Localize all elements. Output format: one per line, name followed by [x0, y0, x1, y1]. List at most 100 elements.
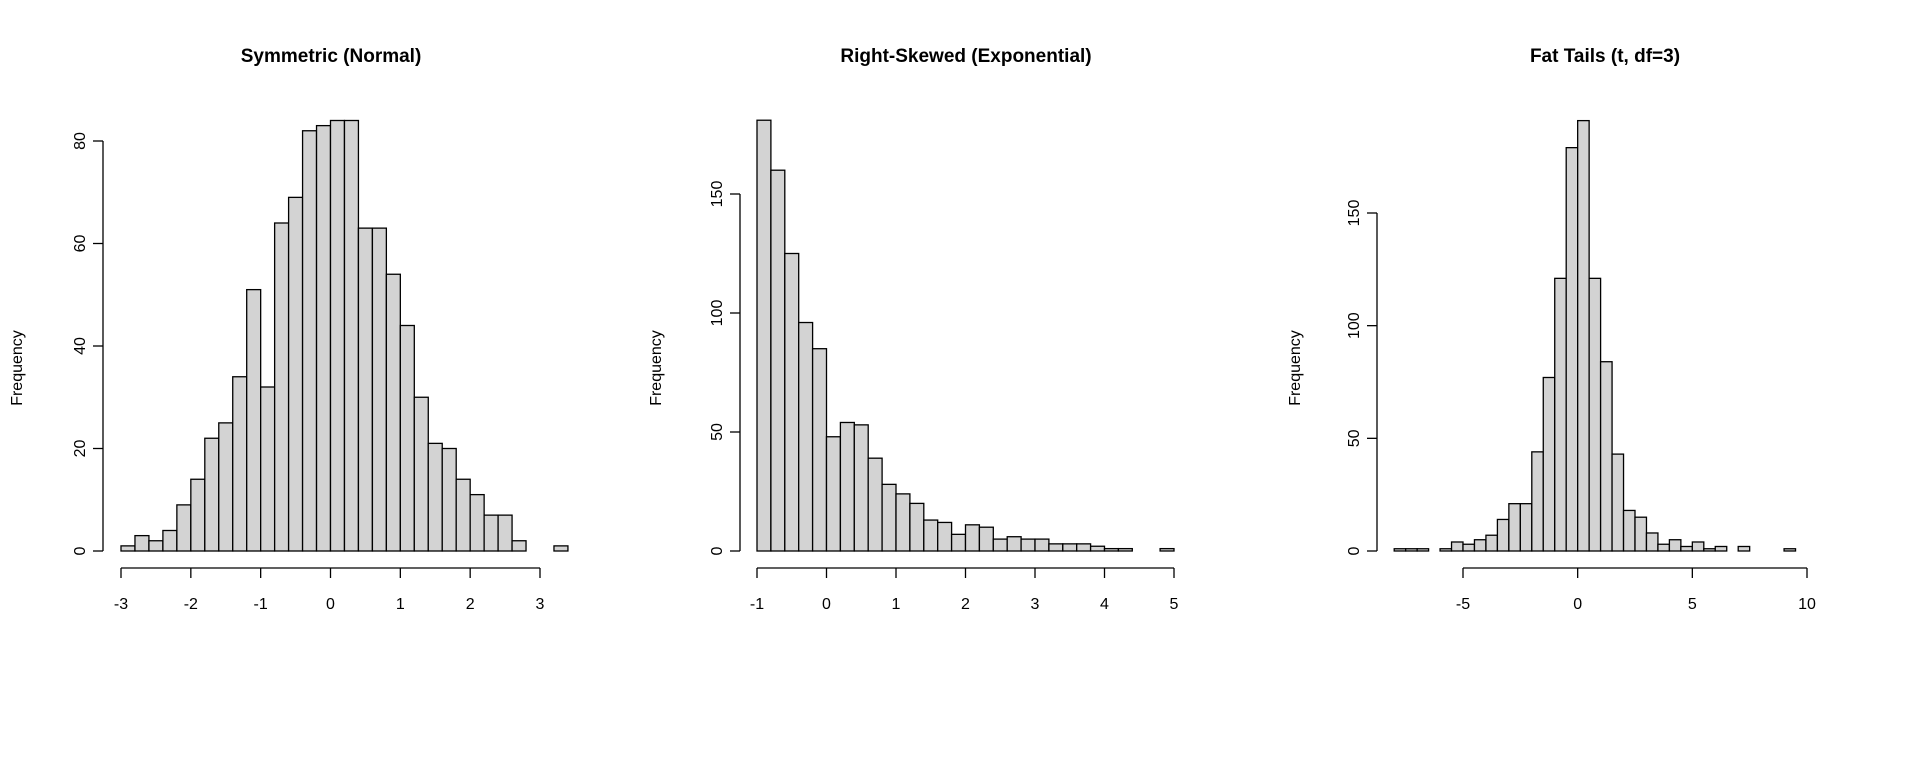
- histogram-bar: [1508, 503, 1521, 552]
- histogram-bar: [1577, 119, 1590, 552]
- y-tick-label: 50: [709, 423, 726, 441]
- histogram-bar: [992, 538, 1008, 552]
- histogram-bar: [134, 534, 150, 552]
- histogram-bar: [273, 222, 290, 552]
- histogram-bar: [1496, 518, 1510, 552]
- histogram-bar: [483, 514, 499, 552]
- x-tick-label: 5: [1688, 596, 1697, 613]
- histogram-bar: [427, 442, 443, 552]
- x-tick-label: 2: [466, 596, 475, 613]
- x-tick-label: 2: [961, 596, 970, 613]
- panel-t-distribution: Fat Tails (t, df=3) Frequency -5 0 5 100501…: [1287, 46, 1816, 613]
- histogram-bar: [1089, 545, 1106, 552]
- histogram-bar: [1703, 548, 1716, 552]
- histogram-bar: [1588, 277, 1602, 552]
- y-axis-label: Frequency: [1287, 330, 1304, 406]
- x-tick-label: 3: [536, 596, 545, 613]
- histogram-bar: [385, 273, 401, 552]
- y-tick-label: 20: [72, 440, 89, 458]
- histogram-bar: [413, 396, 429, 552]
- histogram-bar: [1680, 545, 1693, 552]
- chart-title: Symmetric (Normal): [241, 46, 422, 67]
- histogram-bar: [315, 124, 332, 552]
- x-tick-label: 0: [822, 596, 831, 613]
- y-tick-label: 100: [709, 300, 726, 327]
- histogram-bar: [1783, 548, 1797, 552]
- histogram-bar: [455, 478, 471, 552]
- panel-normal: Symmetric (Normal) Frequency -3 -2 -1 0 1 2 3 0…: [9, 46, 569, 613]
- histogram-bar: [909, 502, 925, 552]
- histogram-bar: [950, 533, 967, 552]
- x-tick-label: -2: [184, 596, 198, 613]
- histogram-bar: [895, 493, 911, 552]
- histogram-bar: [301, 130, 318, 552]
- histogram-bar: [1462, 543, 1476, 552]
- histogram-bar: [1159, 547, 1175, 552]
- histogram-bar: [811, 348, 828, 552]
- x-tick-label: 10: [1798, 596, 1816, 613]
- histogram-bar: [881, 483, 897, 552]
- y-tick-label: 150: [1346, 200, 1363, 227]
- histogram-bar: [784, 252, 800, 552]
- y-tick-label: 0: [709, 546, 726, 555]
- histogram-bar: [1542, 376, 1556, 552]
- histogram-bar: [399, 324, 415, 552]
- x-tick-label: -1: [254, 596, 268, 613]
- histogram-bar: [1485, 534, 1499, 552]
- histogram-bar: [798, 321, 814, 552]
- histogram-bar: [1048, 543, 1064, 552]
- histogram-bar: [1405, 548, 1418, 552]
- y-tick-label: 0: [1346, 546, 1363, 555]
- y-tick-label: 0: [72, 546, 89, 555]
- histogram-bar: [553, 545, 569, 552]
- histogram-bar: [1117, 547, 1133, 552]
- x-tick-label: -5: [1456, 596, 1470, 613]
- histogram-bar: [204, 437, 220, 552]
- histogram-bar: [1062, 543, 1078, 552]
- histogram-bar: [756, 119, 772, 552]
- histogram-bar: [1599, 361, 1613, 552]
- histogram-bar: [1393, 548, 1407, 552]
- chart-title: Fat Tails (t, df=3): [1530, 46, 1680, 67]
- histogram-bar: [923, 519, 939, 552]
- histogram-bar: [1634, 516, 1648, 552]
- chart-title: Right-Skewed (Exponential): [840, 46, 1091, 67]
- histogram-bar: [287, 196, 304, 552]
- histogram-bar: [937, 521, 953, 552]
- y-tick-label: 80: [72, 132, 89, 150]
- histogram-bar: [260, 386, 276, 552]
- histogram-bar: [1611, 453, 1625, 552]
- x-tick-label: 0: [326, 596, 335, 613]
- histogram-bar: [469, 493, 485, 552]
- histogram-bar: [1103, 547, 1120, 552]
- histogram-bar: [343, 119, 360, 552]
- histogram-bar: [148, 540, 164, 552]
- y-tick-label: 60: [72, 235, 89, 253]
- histogram-bar: [1737, 545, 1751, 552]
- histogram-bar: [176, 504, 192, 552]
- histogram-bar: [1034, 538, 1050, 552]
- histogram-bar: [1076, 543, 1092, 552]
- histogram-bar: [511, 540, 527, 552]
- histogram-bar: [1450, 541, 1464, 552]
- y-tick-label: 100: [1346, 312, 1363, 339]
- histogram-bar: [839, 421, 855, 552]
- histogram-bar: [1565, 147, 1579, 552]
- histogram-bar: [964, 524, 981, 552]
- histogram-bar: [1531, 451, 1544, 552]
- histogram-bar: [232, 376, 248, 552]
- y-tick-label: 40: [72, 337, 89, 355]
- x-tick-label: -1: [750, 596, 764, 613]
- x-tick-label: 3: [1031, 596, 1040, 613]
- histogram-bar: [162, 529, 178, 552]
- x-tick-label: 5: [1170, 596, 1179, 613]
- histogram-bar: [329, 119, 346, 552]
- histogram-bar: [770, 169, 786, 552]
- y-axis-label: Frequency: [648, 330, 665, 406]
- histogram-bar: [371, 227, 388, 552]
- histogram-bar: [120, 545, 136, 552]
- histogram-bar: [1020, 538, 1036, 552]
- histogram-bar: [1657, 543, 1671, 552]
- histogram-bar: [1668, 539, 1682, 552]
